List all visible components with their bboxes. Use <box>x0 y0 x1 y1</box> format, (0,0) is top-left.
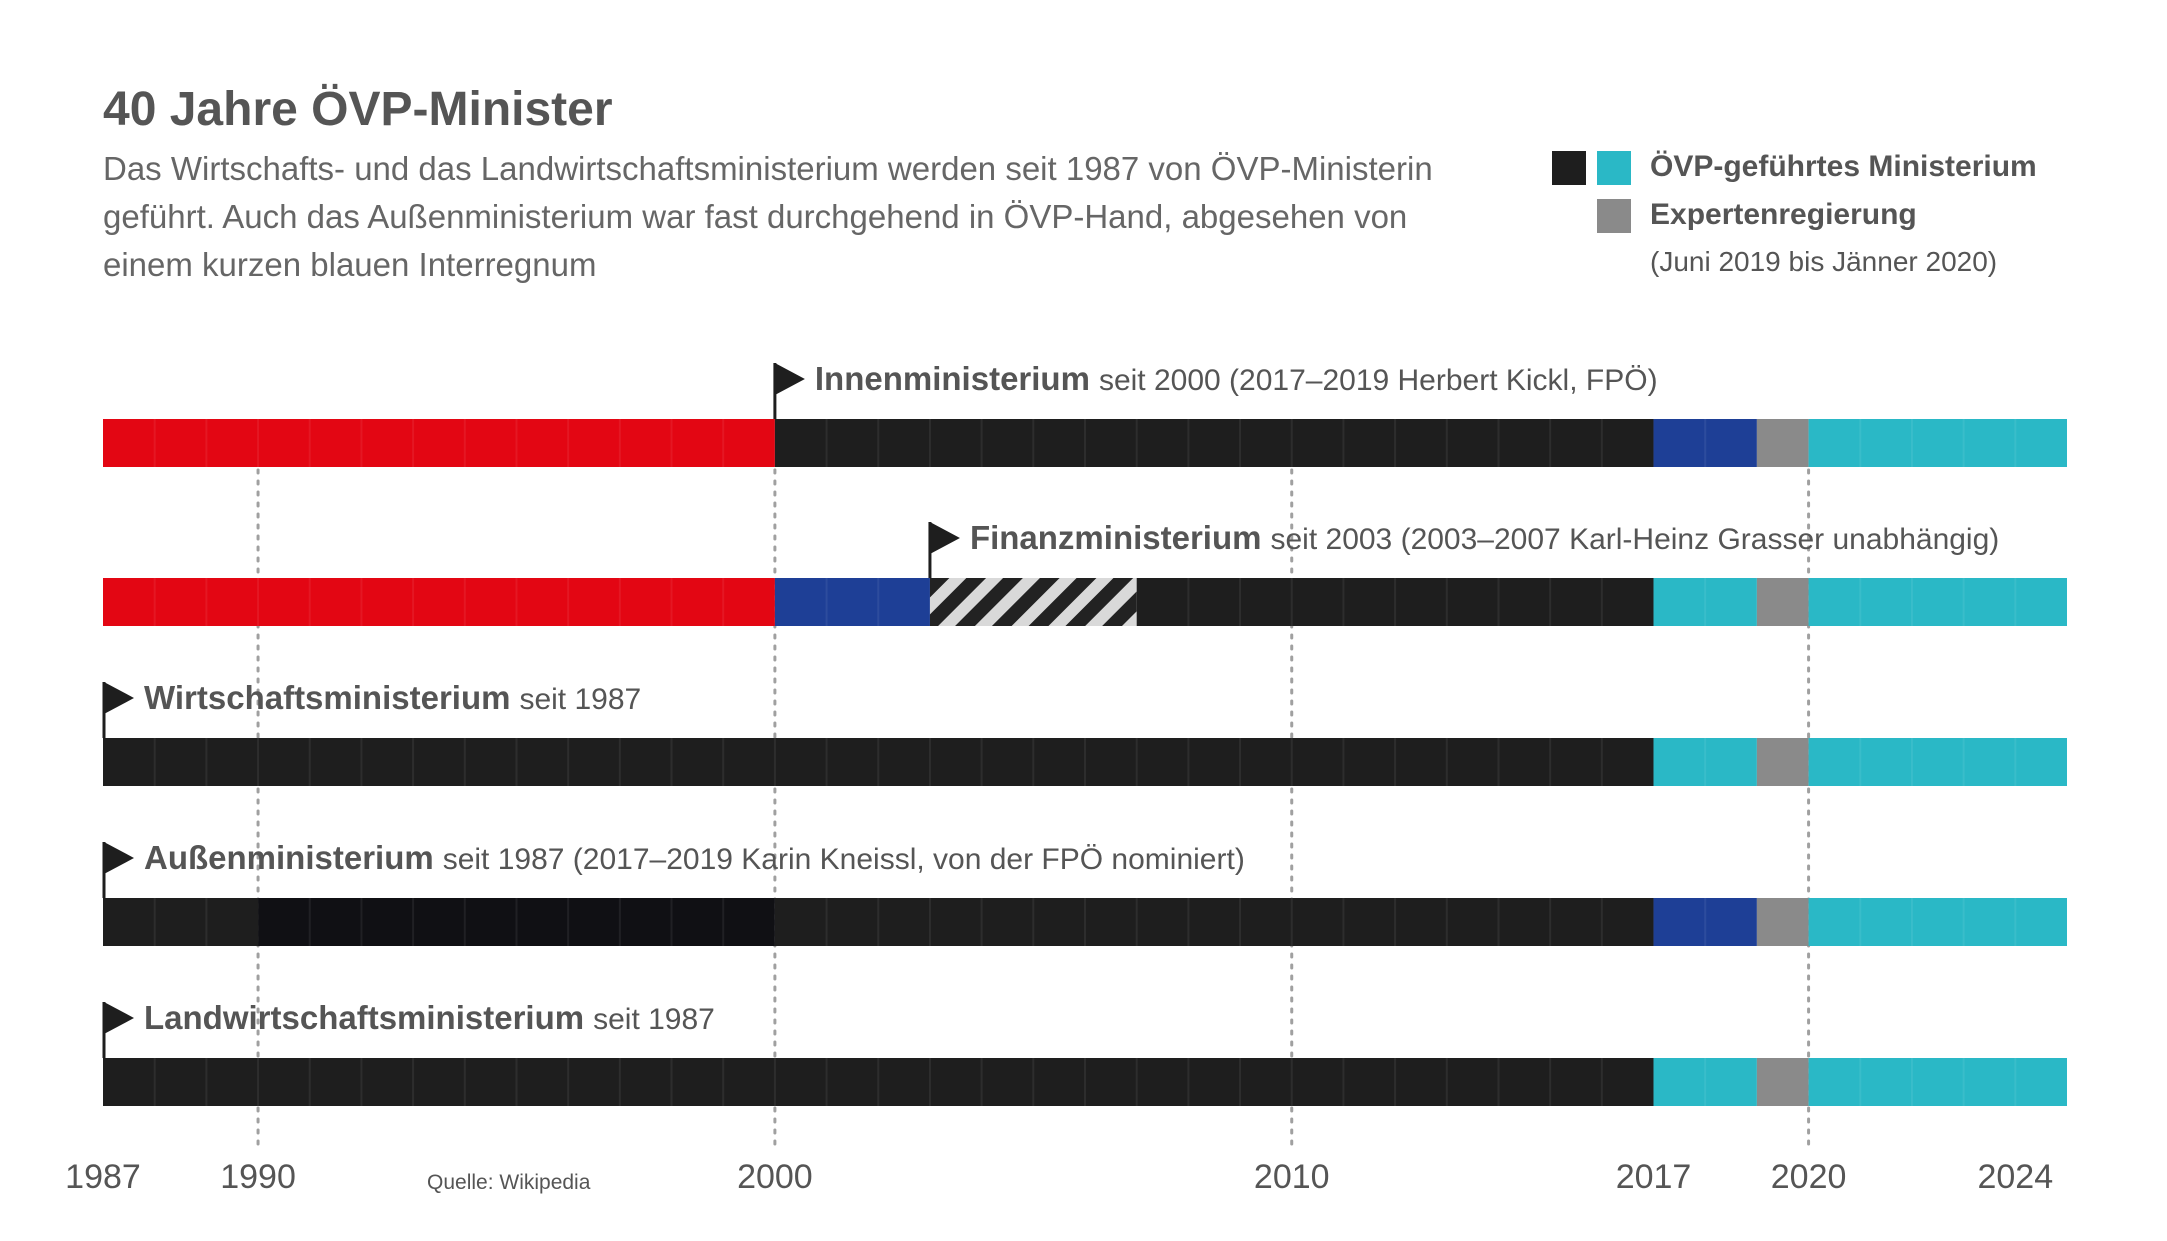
bar-segment-oevp <box>774 898 1654 946</box>
bar-segment-expert <box>1756 898 1809 946</box>
row-label: Finanzministerium seit 2003 (2003–2007 Ka… <box>970 519 1999 556</box>
flag-triangle <box>104 842 134 874</box>
row-label-detail: seit 1987 (2017–2019 Karin Kneissl, von … <box>443 843 1245 876</box>
x-tick-1987: 1987 <box>65 1158 141 1196</box>
bar-segment-oevp <box>774 419 1654 467</box>
bars <box>103 419 2067 1106</box>
bar-segment-oevp_new <box>1653 1058 1757 1106</box>
row-label-detail: seit 2000 (2017–2019 Herbert Kickl, FPÖ) <box>1099 364 1658 397</box>
bar-segment-oevp <box>1136 578 1654 626</box>
bar-segment-independent <box>929 578 1137 626</box>
bar-segment-oevp <box>103 898 259 946</box>
row-label-name: Außenministerium <box>144 839 434 876</box>
row-label: Wirtschaftsministerium seit 1987 <box>144 679 641 716</box>
bar-segment-spoe <box>103 578 775 626</box>
flag-icon <box>102 1002 134 1058</box>
bar-segment-oevp_new <box>1653 578 1757 626</box>
row-finanzministerium <box>103 578 2067 626</box>
row-label: Außenministerium seit 1987 (2017–2019 Kar… <box>144 839 1245 876</box>
row-label-name: Innenministerium <box>815 360 1090 397</box>
bar-segment-oevp_new <box>1808 898 2067 946</box>
row-label-name: Landwirtschaftsministerium <box>144 999 584 1036</box>
bar-segment-expert <box>1756 1058 1809 1106</box>
flag-triangle <box>929 522 960 554</box>
bar-segment-expert <box>1756 738 1809 786</box>
bar-segment-oevp <box>103 738 1654 786</box>
legend-note-expert: (Juni 2019 bis Jänner 2020) <box>1650 246 1998 277</box>
x-tick-2020: 2020 <box>1771 1158 1847 1196</box>
row-wirtschaftsministerium <box>103 738 2067 786</box>
row-innenministerium <box>103 419 2067 467</box>
flag-icon <box>773 363 805 419</box>
bar-segment-oevp_new <box>1808 578 2067 626</box>
legend: ÖVP-geführtes Ministerium Expertenregier… <box>1552 146 2112 286</box>
x-tick-2024: 2024 <box>1977 1158 2053 1196</box>
row-label: Innenministerium seit 2000 (2017–2019 Her… <box>815 360 1658 397</box>
legend-swatch-oevp-black <box>1552 151 1586 185</box>
flag-triangle <box>104 682 134 714</box>
bar-segment-spoe <box>103 419 775 467</box>
source-note: Quelle: Wikipedia <box>427 1171 591 1194</box>
x-axis: 1987 1990 2000 2010 2017 2020 2024 <box>65 1158 2053 1196</box>
flag-icon <box>102 842 134 898</box>
row-landwirtschaftsministerium <box>103 1058 2067 1106</box>
legend-label-oevp: ÖVP-geführtes Ministerium <box>1650 150 2037 183</box>
bar-segment-fpoe <box>774 578 930 626</box>
x-tick-2010: 2010 <box>1254 1158 1330 1196</box>
row-label: Landwirtschaftsministerium seit 1987 <box>144 999 715 1036</box>
bar-segment-expert <box>1756 419 1809 467</box>
flag-triangle <box>774 363 805 395</box>
row-label-name: Wirtschaftsministerium <box>144 679 510 716</box>
row-label-detail: seit 2003 (2003–2007 Karl-Heinz Grasser … <box>1270 523 1999 556</box>
bar-segment-oevp <box>103 1058 1654 1106</box>
x-tick-2017: 2017 <box>1616 1158 1692 1196</box>
row-label-name: Finanzministerium <box>970 519 1262 556</box>
bar-segment-oevp_new <box>1808 738 2067 786</box>
row-label-detail: seit 1987 <box>593 1003 715 1036</box>
legend-label-expert: Expertenregierung <box>1650 198 1917 231</box>
bar-segment-oevp_dark <box>258 898 775 946</box>
legend-swatch-oevp-turquoise <box>1597 151 1631 185</box>
row-außenministerium <box>103 898 2067 946</box>
row-labels: Innenministerium seit 2000 (2017–2019 Her… <box>102 360 1999 1058</box>
bar-segment-expert <box>1756 578 1809 626</box>
bar-segment-oevp_new <box>1808 1058 2067 1106</box>
bar-segment-oevp_new <box>1808 419 2067 467</box>
flag-icon <box>102 682 134 738</box>
flag-icon <box>928 522 960 578</box>
chart-title: 40 Jahre ÖVP-Minister <box>103 83 613 136</box>
bar-segment-oevp_new <box>1653 738 1757 786</box>
x-tick-2000: 2000 <box>737 1158 813 1196</box>
x-tick-1990: 1990 <box>220 1158 296 1196</box>
bar-segment-fpoe <box>1653 419 1757 467</box>
row-label-detail: seit 1987 <box>519 683 641 716</box>
chart-subtitle: Das Wirtschafts- und das Landwirtschafts… <box>103 150 1433 283</box>
legend-swatch-expert <box>1597 199 1631 233</box>
bar-segment-fpoe <box>1653 898 1757 946</box>
flag-triangle <box>104 1002 134 1034</box>
gridlines <box>256 468 1811 1150</box>
